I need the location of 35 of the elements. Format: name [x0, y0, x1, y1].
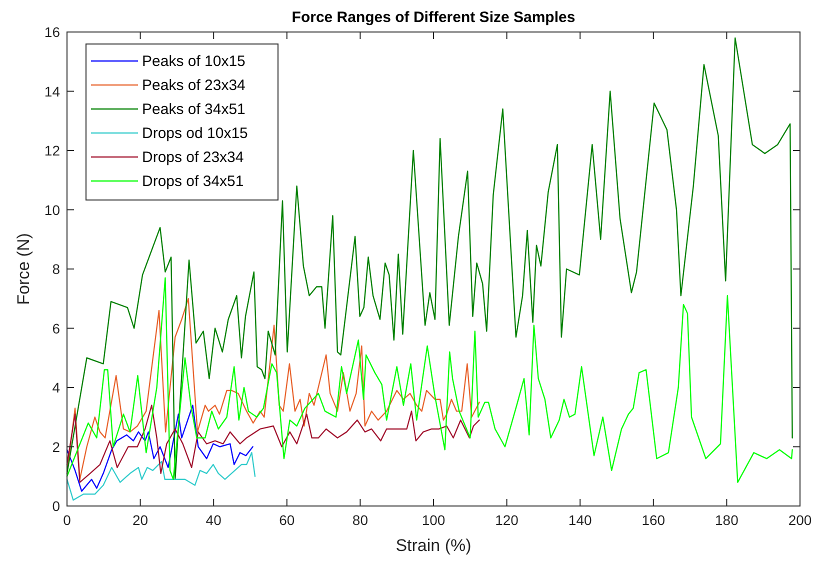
x-tick-label: 80 [352, 512, 368, 528]
line-series [66, 277, 793, 483]
x-tick-label: 0 [63, 512, 72, 528]
legend-label: Drops of 23x34 [142, 149, 244, 166]
y-tick-label: 12 [44, 142, 60, 158]
x-axis-title: Strain (%) [396, 536, 472, 555]
y-tick-label: 0 [52, 498, 60, 514]
x-tick-label: 60 [279, 512, 295, 528]
y-tick-label: 10 [44, 202, 60, 218]
x-tick-label: 100 [422, 512, 446, 528]
line-series [66, 404, 254, 492]
y-axis-title: Force (N) [14, 233, 33, 305]
legend-label: Drops of 34x51 [142, 173, 244, 190]
line-series [66, 37, 793, 480]
x-tick-label: 40 [206, 512, 222, 528]
chart-title: Force Ranges of Different Size Samples [292, 9, 576, 26]
y-tick-label: 6 [52, 320, 60, 336]
y-tick-label: 14 [44, 83, 60, 100]
x-tick-label: 160 [642, 512, 666, 528]
line-series [66, 404, 480, 483]
x-tick-label: 180 [715, 512, 739, 528]
x-tick-label: 20 [132, 512, 148, 528]
y-tick-label: 16 [44, 24, 60, 40]
y-tick-label: 2 [52, 438, 60, 455]
x-tick-label: 140 [568, 512, 592, 528]
y-tick-label: 8 [52, 261, 60, 277]
legend-label: Drops od 10x15 [142, 125, 248, 142]
y-tick-label: 4 [52, 380, 60, 396]
legend-label: Peaks of 10x15 [142, 53, 246, 70]
line-series [66, 452, 256, 501]
line-series [66, 298, 480, 480]
x-tick-label: 120 [495, 512, 519, 528]
legend-label: Peaks of 34x51 [142, 101, 246, 118]
x-tick-label: 200 [788, 512, 812, 528]
legend-label: Peaks of 23x34 [142, 77, 246, 94]
